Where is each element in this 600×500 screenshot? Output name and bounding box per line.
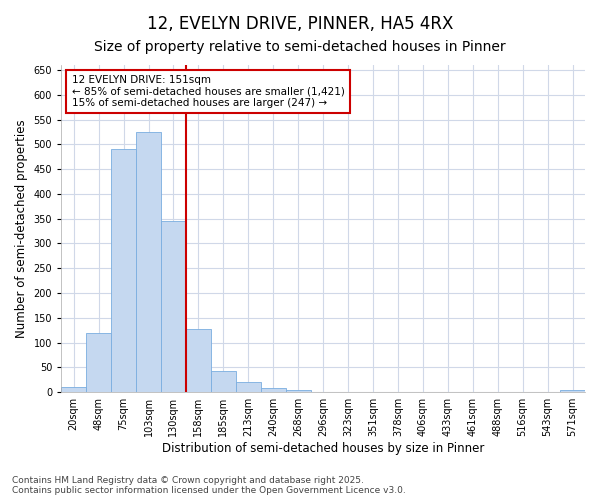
Bar (111, 150, 136, 392)
Bar (560, 390, 585, 392)
Y-axis label: Number of semi-detached properties: Number of semi-detached properties (15, 120, 28, 338)
Text: Size of property relative to semi-detached houses in Pinner: Size of property relative to semi-detach… (94, 40, 506, 54)
Bar (211, 372, 236, 392)
Bar (261, 388, 286, 392)
Text: 12 EVELYN DRIVE: 151sqm
← 85% of semi-detached houses are smaller (1,421)
15% of: 12 EVELYN DRIVE: 151sqm ← 85% of semi-de… (71, 75, 344, 108)
Bar (61, 388, 86, 392)
Text: Contains HM Land Registry data © Crown copyright and database right 2025.
Contai: Contains HM Land Registry data © Crown c… (12, 476, 406, 495)
Text: 12, EVELYN DRIVE, PINNER, HA5 4RX: 12, EVELYN DRIVE, PINNER, HA5 4RX (147, 15, 453, 33)
Bar (161, 221, 186, 392)
Bar (236, 382, 261, 392)
Bar (286, 390, 311, 392)
Bar (136, 132, 161, 392)
Bar (86, 333, 111, 392)
Bar (186, 329, 211, 392)
X-axis label: Distribution of semi-detached houses by size in Pinner: Distribution of semi-detached houses by … (162, 442, 484, 455)
